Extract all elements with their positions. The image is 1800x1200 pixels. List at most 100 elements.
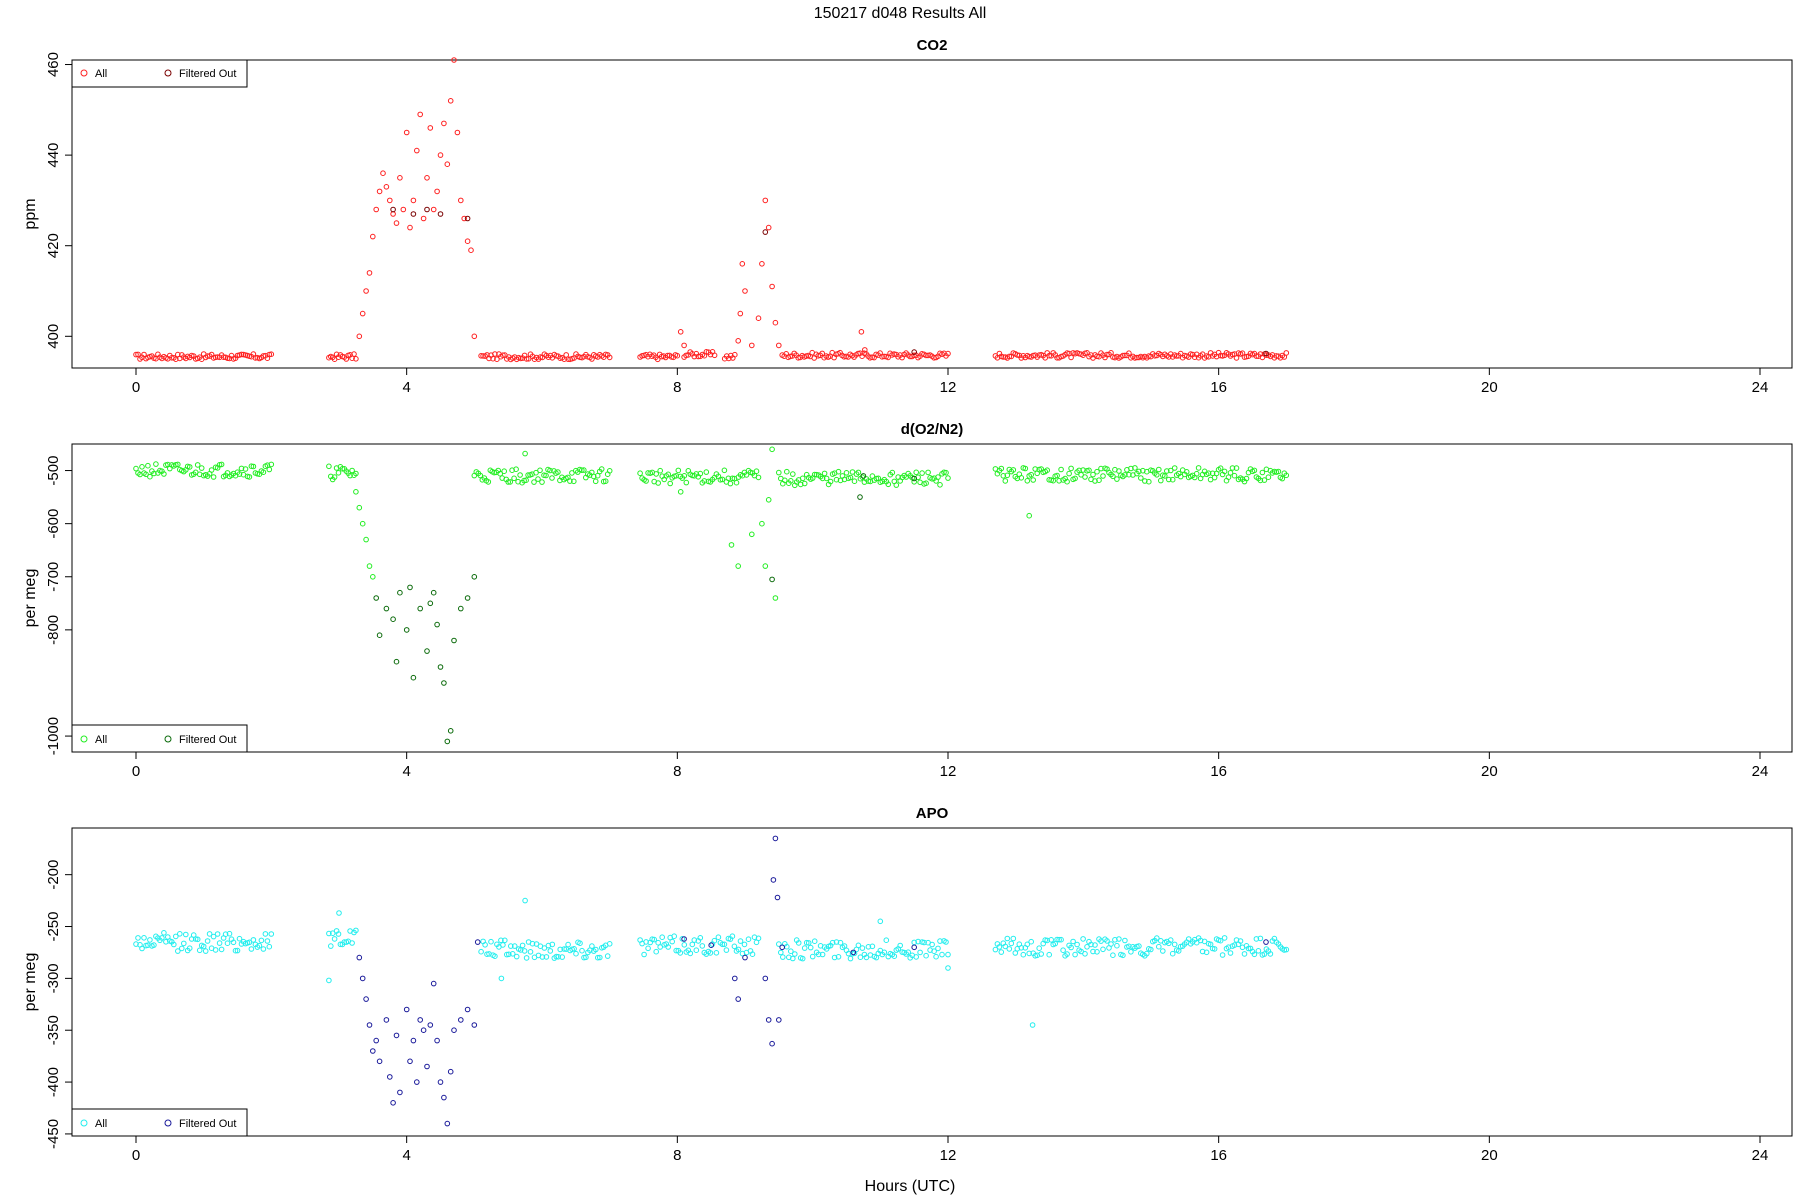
data-point [437, 152, 444, 158]
data-point [1114, 942, 1120, 949]
data-point [1120, 352, 1126, 359]
data-point [494, 356, 500, 363]
data-point [645, 945, 651, 952]
data-point [430, 980, 437, 987]
data-point [606, 468, 613, 474]
data-point [749, 951, 756, 958]
data-point [749, 531, 755, 538]
data-point [843, 470, 850, 476]
data-point [675, 467, 682, 474]
data-point [441, 120, 447, 127]
data-point [145, 462, 151, 469]
data-point [537, 467, 543, 474]
data-point [523, 356, 530, 362]
y-tick-label-co2-3: 460 [45, 52, 62, 77]
data-point [1128, 949, 1134, 955]
data-point [937, 938, 943, 944]
data-point [414, 147, 420, 154]
data-point [1261, 951, 1268, 957]
data-point [829, 939, 836, 946]
data-point [945, 350, 951, 357]
data-point [1004, 472, 1011, 479]
data-point [508, 943, 514, 949]
data-point [141, 935, 147, 941]
series-apo-0 [133, 897, 1290, 1028]
data-point [559, 954, 566, 960]
data-point [397, 175, 403, 181]
data-point [1154, 472, 1160, 478]
data-point [370, 574, 376, 580]
data-point [397, 1089, 403, 1096]
data-point [579, 947, 585, 954]
data-point [335, 931, 342, 937]
data-point [665, 944, 672, 950]
series-apo-1 [356, 835, 1269, 1127]
data-point [356, 504, 363, 511]
data-point [390, 206, 396, 213]
data-point [1211, 946, 1218, 952]
data-point [407, 1058, 413, 1065]
data-point [1080, 936, 1086, 942]
data-point [745, 936, 752, 943]
data-point [862, 347, 868, 353]
x-ticks-co2: 0 4 8 12 16 20 24 [132, 368, 1768, 396]
data-point [689, 941, 696, 948]
data-point [1217, 937, 1224, 944]
data-point [778, 949, 784, 956]
y-tick-label-apo-0: -200 [45, 860, 62, 890]
data-point [366, 270, 373, 276]
x-tick-label-co2-2: 8 [673, 379, 681, 396]
y-axis-label-co2: ppm [22, 198, 39, 229]
data-point [1279, 475, 1286, 482]
data-point [555, 954, 562, 960]
data-point [765, 497, 772, 503]
data-point [464, 215, 471, 222]
y-tick-label-co2-2: 440 [45, 143, 62, 168]
data-point [1108, 941, 1114, 947]
data-point [353, 356, 359, 362]
data-point [1054, 472, 1060, 479]
data-point [807, 944, 814, 951]
legend-label-filtered-co2: Filtered Out [179, 68, 236, 80]
data-point [923, 952, 929, 959]
data-point [1050, 477, 1056, 484]
data-point [809, 953, 816, 960]
data-point [1229, 465, 1236, 471]
data-point [799, 955, 806, 962]
y-tick-label-o2n2-2: -700 [45, 562, 62, 592]
data-point [655, 939, 662, 946]
data-point [1026, 950, 1032, 957]
data-point [883, 937, 890, 944]
data-point [492, 953, 498, 960]
data-point [855, 350, 861, 357]
data-point [153, 461, 159, 467]
data-point [565, 356, 571, 363]
data-point [268, 931, 275, 937]
data-point [390, 1100, 396, 1106]
data-point [359, 975, 366, 982]
data-point [643, 478, 649, 484]
x-tick-label-co2-3: 12 [940, 379, 957, 396]
data-point [765, 1017, 772, 1023]
data-point [1026, 512, 1032, 519]
data-point [366, 1022, 373, 1028]
data-point [1002, 478, 1009, 484]
data-point [654, 356, 661, 363]
data-point [769, 1040, 775, 1047]
data-point [674, 352, 681, 359]
data-point [741, 941, 748, 948]
data-point [1046, 951, 1052, 958]
data-point [262, 931, 269, 937]
data-point [657, 467, 664, 474]
data-point [171, 941, 177, 948]
data-point [521, 948, 528, 954]
data-point [571, 946, 577, 952]
legend-marker-all-apo [80, 1119, 88, 1127]
data-point [471, 574, 478, 580]
data-point [1072, 951, 1078, 958]
data-point [485, 479, 492, 485]
legend-label-filtered-o2n2: Filtered Out [179, 734, 236, 746]
data-point [669, 938, 676, 945]
data-point [1104, 938, 1110, 944]
data-point [1110, 952, 1116, 959]
